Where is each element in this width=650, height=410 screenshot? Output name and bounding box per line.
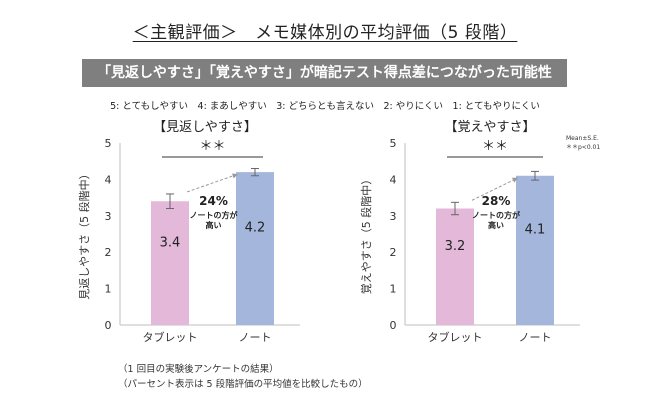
chart1-trend-arrow [186,173,239,193]
chart2-data-label: 3.2 [445,239,466,254]
chart1-category-label: ノート [239,331,272,344]
chart2-y-tick-label: 4 [390,173,397,186]
chart1-significance-marker: ＊＊ [199,139,225,154]
chart2-y-axis-label: 覚えやすさ（5 段階中） [359,174,373,295]
chart2-bar-tablet [436,208,474,325]
chart2-category-label: タブレット [428,330,483,344]
chart2-y-tick-label: 0 [390,319,397,332]
chart1-y-tick-label: 3 [105,210,112,223]
chart1-data-label: 3.4 [160,235,181,250]
chart2-category-label: ノート [519,331,552,344]
chart1-bar-note [236,172,274,325]
page-title-text: ＜主観評価＞ メモ媒体別の平均評価（5 段階） [132,23,518,43]
chart2-title: 【覚えやすさ】 [444,120,535,135]
chart2-diff-note-line1: ノートの方が [472,210,521,220]
chart1-bar-tablet [151,201,189,325]
chart1-title: 【見返しやすさ】 [153,120,257,135]
mean-se-label: Mean±S.E. [566,135,599,142]
chart1-category-label: タブレット [143,330,198,344]
chart2-data-label: 4.1 [525,223,546,238]
chart2-y-tick-label: 2 [390,246,397,259]
chart1-y-tick-label: 5 [105,137,112,150]
chart2-diff-note-line2: 高い [488,220,504,230]
chart1-y-tick-label: 1 [105,283,112,296]
chart1-trend-arrowhead [232,173,238,179]
chart1-diff-percent: 24% [199,194,228,208]
chart1-y-tick-label: 4 [105,173,112,186]
chart2-y-tick-label: 1 [390,283,397,296]
chart1-diff-note-line1: ノートの方が [190,210,239,220]
footnote-percent: （パーセント表示は 5 段階評価の平均値を比較したもの） [118,379,368,390]
scale-legend: 5: とてもしやすい 4: まあしやすい 3: どちらとも言えない 2: やりに… [110,101,540,112]
page-title: ＜主観評価＞ メモ媒体別の平均評価（5 段階） [0,18,650,43]
chart1-y-tick-label: 0 [105,319,112,332]
chart2-y-tick-label: 3 [390,210,397,223]
conclusion-banner: 「見返しやすさ」「覚えやすさ」が暗記テスト得点差につながった可能性 [82,59,567,87]
footnote-survey: （1 回目の実験後アンケートの結果） [118,364,279,375]
chart1-y-axis-label: 見返しやすさ（5 段階中） [77,168,91,299]
chart2-y-tick-label: 5 [390,137,397,150]
chart2-trend-arrow [471,177,519,201]
chart2-bar-note [516,175,554,325]
stats-note: Mean±S.E. ＊＊p<0.01 [566,134,600,152]
chart1-data-label: 4.2 [245,221,266,236]
chart1-diff-note-line2: 高い [206,220,222,230]
chart2-diff-percent: 28% [482,194,511,208]
significance-legend: ＊＊p<0.01 [566,144,601,151]
chart1-y-tick-label: 2 [105,246,112,259]
chart2-trend-arrowhead [512,177,518,183]
chart2-significance-marker: ＊＊ [482,139,508,154]
